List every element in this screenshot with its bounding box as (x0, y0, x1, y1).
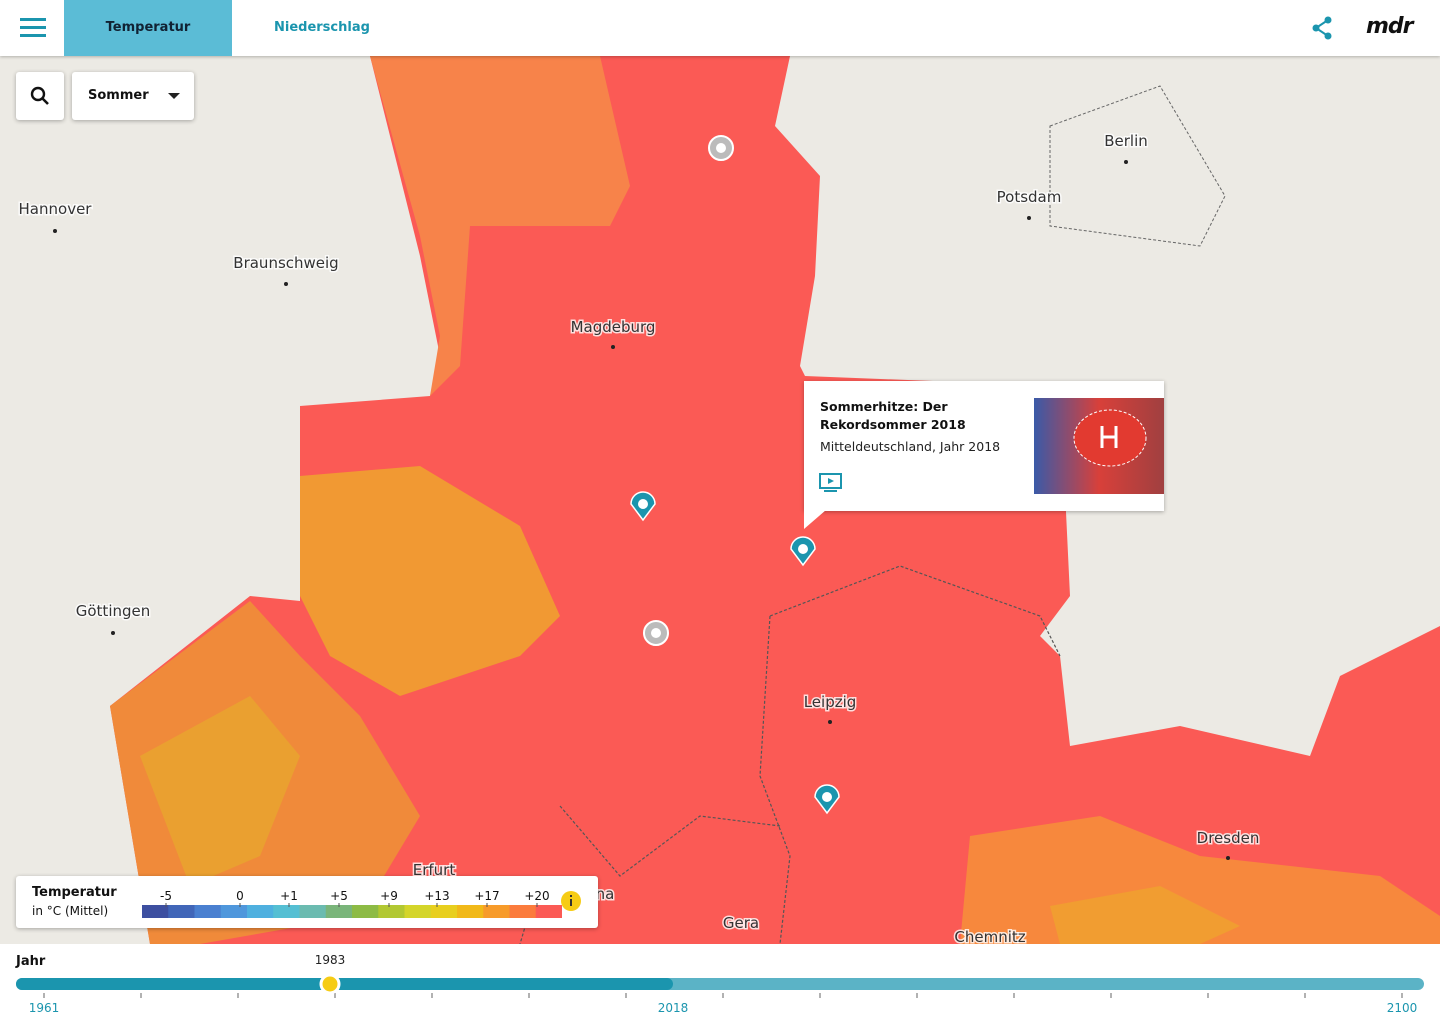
legend-swatch (404, 905, 432, 918)
legend-swatch (378, 905, 405, 918)
popup-pointer (804, 510, 826, 529)
popup[interactable]: Sommerhitze: Der Rekordsommer 2018 Mitte… (804, 381, 1164, 511)
year-slider[interactable] (0, 944, 1440, 1024)
legend-label: +9 (380, 889, 398, 903)
pin-dot (822, 792, 832, 802)
map-pin[interactable] (790, 536, 816, 567)
popup-subtitle: Mitteldeutschland, Jahr 2018 (820, 439, 1001, 454)
map-pin[interactable] (630, 491, 656, 522)
legend-scale: -5 0 +1 +5 +9 +13 +17 +20 (142, 889, 562, 918)
city-dot (111, 631, 115, 635)
city-label: Hannover (19, 200, 93, 218)
legend-swatch (325, 905, 353, 918)
year-start: 1961 (28, 1001, 60, 1015)
map[interactable]: Berlin Potsdam Hannover Braunschweig Magdebu… (0, 56, 1440, 944)
legend-label: +1 (280, 889, 298, 903)
pin-dot (638, 499, 648, 509)
map-pin-inactive[interactable] (708, 135, 734, 161)
legend-label: 0 (236, 889, 244, 903)
legend-swatch (142, 905, 169, 918)
pin-dot (716, 143, 726, 153)
video-icon[interactable] (819, 473, 843, 493)
year-end: 2100 (1386, 1001, 1418, 1015)
legend-label: +17 (474, 889, 499, 903)
legend-swatch (220, 905, 248, 918)
legend-swatch (483, 905, 510, 918)
popup-title: Sommerhitze: Der Rekordsommer 2018 (820, 399, 966, 432)
city-dot (1027, 216, 1031, 220)
legend-swatch (352, 905, 379, 918)
search-icon (30, 86, 49, 105)
city-label: Dresden (1197, 829, 1260, 847)
season-select[interactable]: Sommer (72, 72, 194, 120)
slider-knob[interactable] (319, 973, 341, 995)
city-label: na (596, 885, 615, 903)
city-dot (53, 229, 57, 233)
city-label: Potsdam (997, 188, 1062, 206)
dropdown-arrow (168, 93, 180, 99)
city-label: Erfurt (413, 861, 456, 879)
legend-unit: in °C (Mittel) (32, 904, 109, 918)
map-pin-inactive[interactable] (643, 620, 669, 646)
legend-swatch (457, 905, 484, 918)
pin-dot (798, 544, 808, 554)
legend-swatch (247, 905, 274, 918)
search-button[interactable] (16, 72, 64, 120)
legend-label: +20 (524, 889, 549, 903)
legend-swatch (168, 905, 195, 918)
legend-swatch (194, 905, 222, 918)
pin-dot (651, 628, 661, 638)
city-dot (611, 345, 615, 349)
city-dot (1226, 856, 1230, 860)
legend-swatch (535, 905, 562, 918)
city-dot (1124, 160, 1128, 164)
legend-swatch (299, 905, 327, 918)
city-dot (284, 282, 288, 286)
city-label: Braunschweig (233, 254, 338, 272)
timeline-label: Jahr (16, 954, 46, 969)
tab[interactable]: Niederschlag (274, 20, 370, 35)
city-label: Magdeburg (571, 318, 656, 336)
brand-logo[interactable]: mdr (1366, 14, 1414, 39)
legend-title: Temperatur (32, 885, 117, 900)
city-dot (828, 720, 832, 724)
tab[interactable]: Temperatur (64, 0, 232, 56)
legend-swatch (509, 905, 537, 918)
legend-label: -5 (160, 889, 172, 903)
timeline: Jahr 1983 1961 2018 2100 (0, 944, 1440, 1024)
legend-label: +5 (330, 889, 348, 903)
legend-swatch (430, 905, 458, 918)
city-label: Gera (723, 914, 759, 932)
legend-label: +13 (424, 889, 449, 903)
map-pin[interactable] (814, 784, 840, 815)
popup-image[interactable] (1034, 398, 1164, 494)
header: Temperatur Niederschlag mdr (0, 0, 1440, 56)
menu-button[interactable] (20, 18, 46, 38)
year-mid: 2018 (657, 1001, 689, 1015)
current-year: 1983 (314, 953, 346, 967)
share-button[interactable] (1311, 16, 1333, 40)
legend-swatch (273, 905, 300, 918)
season-value: Sommer (88, 88, 149, 103)
city-label: Berlin (1104, 132, 1148, 150)
city-label: Göttingen (76, 602, 151, 620)
city-label: Chemnitz (954, 928, 1025, 944)
info-button[interactable] (560, 890, 582, 912)
legend: Temperatur in °C (Mittel) -5 0 +1 +5 +9 +13 +1… (16, 876, 598, 928)
city-label: Leipzig (804, 693, 857, 711)
